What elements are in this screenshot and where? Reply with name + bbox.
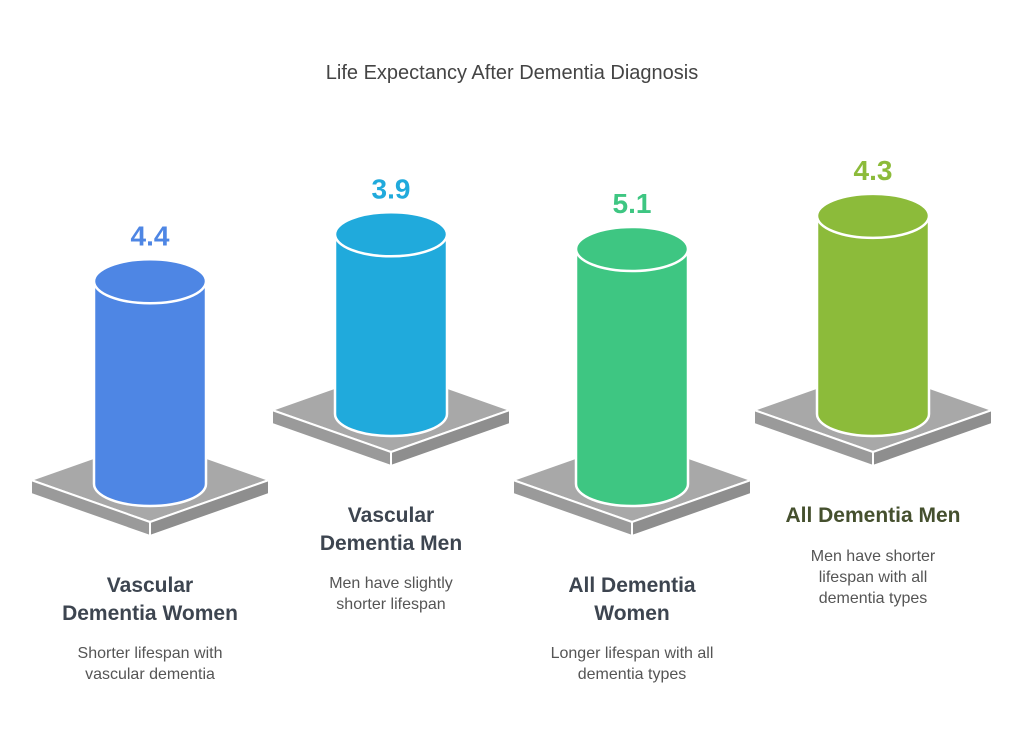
bar-top <box>92 258 208 305</box>
bar-group: 4.4 <box>27 220 273 538</box>
category-description: Longer lifespan with all dementia types <box>512 643 752 685</box>
category-label: All Dementia Men <box>753 502 993 530</box>
category-label-line: Vascular <box>347 504 435 527</box>
category-label: Vascular Dementia Men <box>271 502 511 558</box>
category-description-line: Shorter lifespan with <box>77 645 223 662</box>
category-description-line: shorter lifespan <box>336 596 446 613</box>
chart-title: Life Expectancy After Dementia Diagnosis <box>325 62 699 84</box>
bar-platform-side <box>390 408 511 468</box>
category-label-line: Dementia Men <box>319 532 463 555</box>
bar-top <box>574 225 690 273</box>
bar <box>815 214 931 438</box>
bar-group: 5.1 <box>509 188 755 538</box>
category-description-line: dementia types <box>577 666 687 683</box>
category-label-line: Dementia Women <box>62 602 238 625</box>
category-label-line: All Dementia Men <box>785 504 961 527</box>
bar-group: 4.3 <box>750 155 996 468</box>
category-label-line: All Dementia <box>568 574 696 597</box>
category-description: Shorter lifespan with vascular dementia <box>30 643 270 685</box>
category-label-line: Women <box>594 602 670 625</box>
bar-value-label: 3.9 <box>372 173 411 204</box>
bar-value-label: 5.1 <box>613 188 652 219</box>
bar-value-label: 4.4 <box>131 220 170 251</box>
bar <box>92 280 208 508</box>
bar-top <box>815 192 931 240</box>
bar-platform-side <box>631 478 752 538</box>
category-description: Men have slightly shorter lifespan <box>271 573 511 615</box>
category-description-line: Longer lifespan with all <box>550 645 714 662</box>
category-label-line: Vascular <box>106 574 194 597</box>
bar-top <box>333 211 449 258</box>
bar-value-label: 4.3 <box>854 155 893 186</box>
category-label: Vascular Dementia Women <box>30 572 270 628</box>
category-description-line: dementia types <box>818 590 928 607</box>
bar-platform-side <box>149 478 270 538</box>
bar <box>574 247 690 508</box>
bar <box>333 233 449 438</box>
category-description-line: lifespan with all <box>818 569 928 586</box>
category-description-line: Men have shorter <box>810 548 936 565</box>
category-description-line: vascular dementia <box>85 666 215 683</box>
category-label: All Dementia Women <box>512 572 752 628</box>
category-description-line: Men have slightly <box>329 575 453 592</box>
bar-platform-side <box>872 408 993 468</box>
bar-group: 3.9 <box>268 173 514 468</box>
category-description: Men have shorter lifespan with all dementi… <box>753 546 993 609</box>
